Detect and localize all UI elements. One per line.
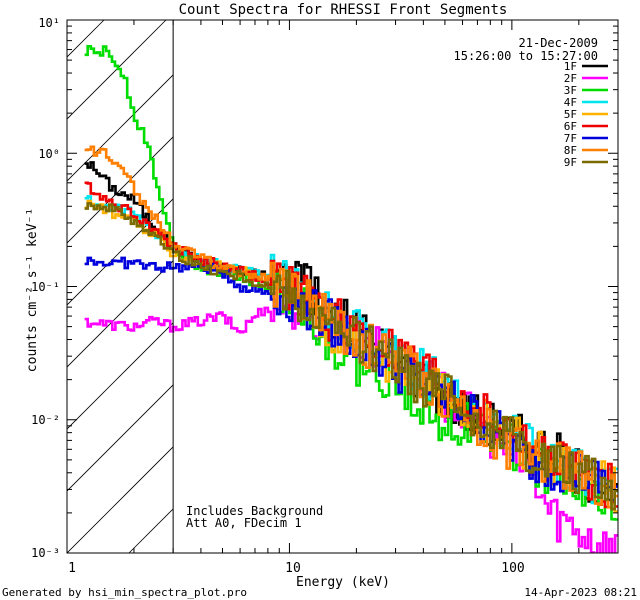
legend-label-9F: 9F: [564, 156, 577, 169]
x-axis-ticks: [66, 20, 619, 553]
attenuator-hatch-region: [67, 20, 640, 553]
legend-label-8F: 8F: [564, 144, 577, 157]
y-tick-label: 10⁻³: [31, 546, 60, 560]
x-tick-label: 10: [285, 561, 301, 576]
annotation-background: Includes Background: [186, 504, 323, 518]
annotation-attenuator: Att A0, FDecim 1: [186, 516, 302, 530]
y-tick-label: 10⁰: [38, 147, 60, 161]
x-tick-label: 1: [68, 561, 76, 576]
series-layer: [84, 45, 618, 553]
legend-date: 21-Dec-2009: [519, 36, 598, 50]
footer-generated-by: Generated by hsi_min_spectra_plot.pro: [2, 586, 247, 599]
series-line-7F: [84, 256, 618, 502]
y-tick-label: 10⁻¹: [31, 280, 60, 294]
legend-label-3F: 3F: [564, 84, 577, 97]
legend-label-5F: 5F: [564, 108, 577, 121]
series-line-9F: [84, 202, 618, 511]
hatch-line: [67, 74, 174, 182]
series-line-8F: [84, 145, 618, 509]
hatch-line: [67, 446, 174, 553]
hatch-line: [625, 20, 640, 553]
legend-label-7F: 7F: [564, 132, 577, 145]
legend-label-2F: 2F: [564, 72, 577, 85]
hatch-line: [67, 198, 174, 306]
hatch-line: [67, 260, 174, 368]
y-axis-label: counts cm⁻² s⁻¹ keV⁻¹: [25, 208, 40, 372]
x-tick-label: 100: [501, 561, 524, 576]
y-tick-label: 10⁻²: [31, 413, 60, 427]
y-axis-ticks: [67, 19, 618, 554]
y-tick-label: 10¹: [38, 16, 60, 30]
footer-timestamp: 14-Apr-2023 08:21: [524, 586, 637, 599]
hatch-line: [67, 20, 167, 120]
x-axis-label: Energy (keV): [296, 575, 390, 590]
chart-title: Count Spectra for RHESSI Front Segments: [179, 2, 508, 18]
legend-time-range: 15:26:00 to 15:27:00: [454, 49, 599, 63]
legend-label-6F: 6F: [564, 120, 577, 133]
legend-label-4F: 4F: [564, 96, 577, 109]
legend-label-1F: 1F: [564, 60, 577, 73]
hatch-line: [67, 384, 174, 492]
